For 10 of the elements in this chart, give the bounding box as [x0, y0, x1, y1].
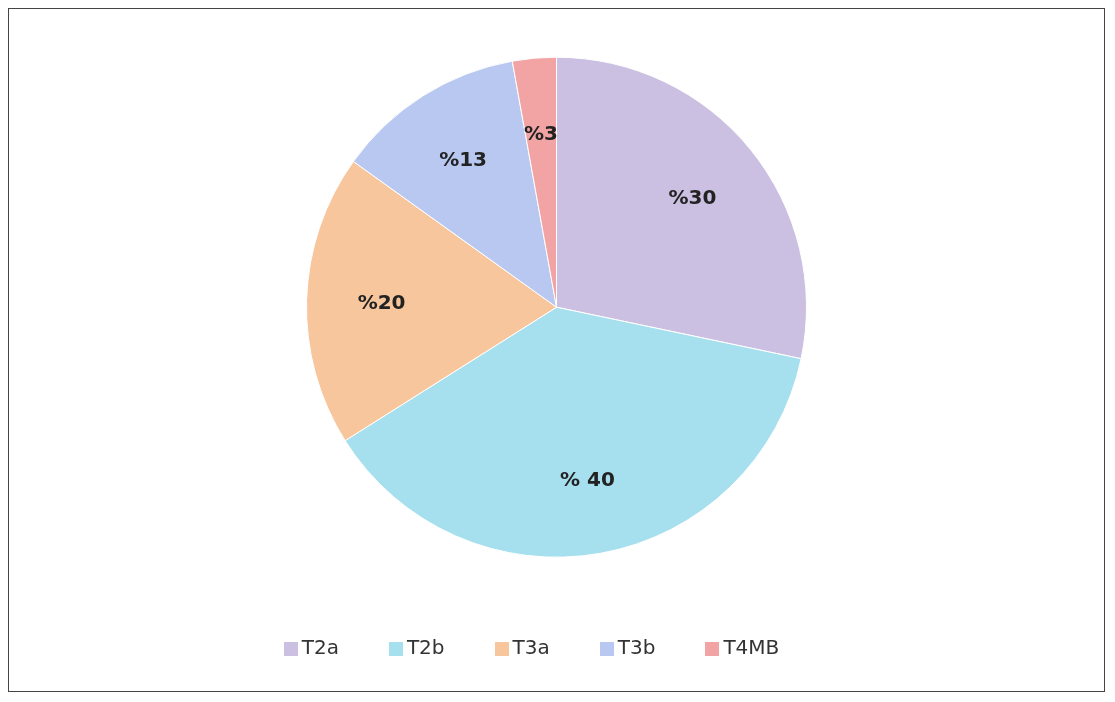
data-label: %13: [439, 147, 488, 172]
data-label: %30: [668, 184, 717, 209]
data-label: %20: [357, 290, 406, 315]
legend-label: T2b: [406, 635, 445, 659]
data-label: %3: [523, 120, 558, 145]
legend-label: T3b: [617, 635, 656, 659]
legend-label: T3a: [512, 635, 550, 659]
data-label: % 40: [560, 467, 615, 492]
legend-label: T2a: [301, 635, 339, 659]
legend-label: T4MB: [723, 635, 780, 659]
